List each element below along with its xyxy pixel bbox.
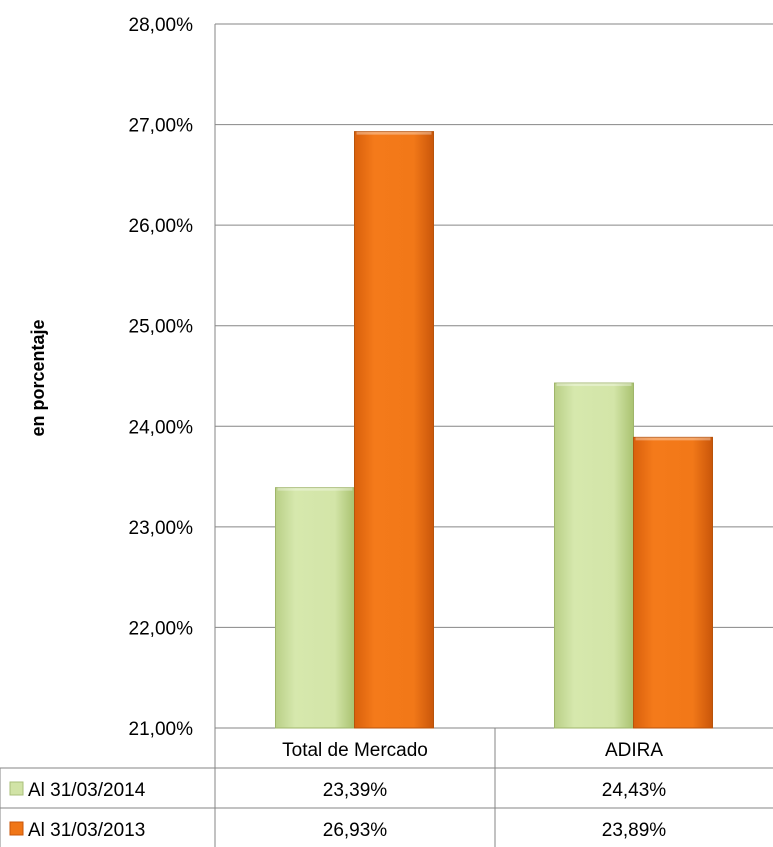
y-tick-label: 27,00% [129, 116, 194, 137]
bar-highlight [635, 437, 711, 441]
y-tick-label: 23,00% [129, 518, 194, 539]
y-tick-label: 28,00% [129, 15, 194, 36]
data-label: 26,93% [323, 820, 388, 841]
bar-highlight [277, 487, 353, 491]
series-name: Al 31/03/2014 [28, 780, 146, 801]
legend-key [9, 781, 24, 796]
data-label: 23,39% [323, 780, 388, 801]
y-tick-label: 25,00% [129, 317, 194, 338]
series-name: Al 31/03/2013 [28, 820, 145, 841]
data-table: Total de Mercado ADIRA Al 31/03/2014 23,39%… [0, 728, 773, 847]
data-label: 23,89% [602, 820, 667, 841]
y-tick-label: 24,00% [129, 417, 194, 438]
category-label: Total de Mercado [282, 740, 428, 761]
y-tick-label: 22,00% [129, 618, 194, 639]
y-axis-label: en porcentaje [28, 319, 48, 436]
bar-series-1-adira [554, 382, 634, 729]
bar-highlight [356, 131, 432, 135]
bar-highlight [556, 383, 632, 387]
legend-key [9, 821, 24, 836]
category-label: ADIRA [605, 740, 663, 761]
y-tick-labels: 21,00% 22,00% 23,00% 24,00% 25,00% 26,00% 27,0… [129, 15, 194, 740]
bars [275, 131, 713, 729]
bar-series-2-total-de-mercado [354, 131, 434, 729]
y-tick-label: 26,00% [129, 216, 194, 237]
data-label: 24,43% [602, 780, 667, 801]
y-tick-label: 21,00% [129, 719, 194, 740]
bar-series-1-total-de-mercado [275, 487, 355, 729]
bar-series-2-adira [633, 436, 713, 729]
